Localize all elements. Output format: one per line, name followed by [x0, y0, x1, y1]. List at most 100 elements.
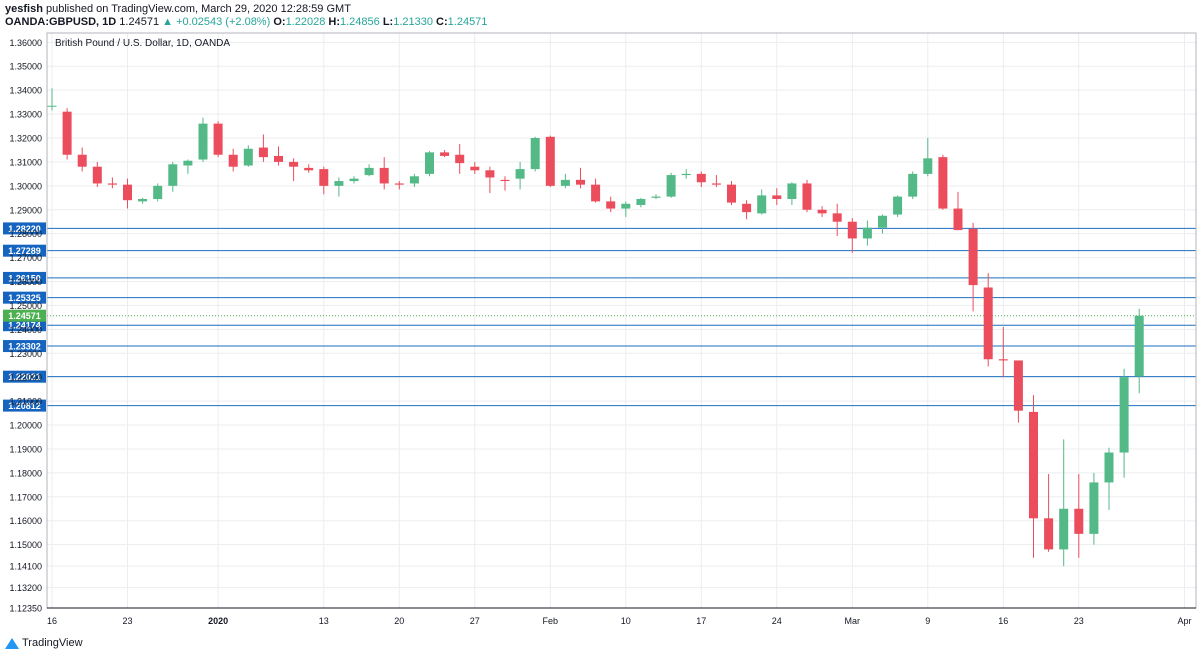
plot-border	[46, 32, 1197, 609]
candle	[968, 222, 978, 312]
y-tick-label: 1.24000	[9, 325, 42, 335]
x-tick-label: 16	[47, 616, 57, 626]
level-label-bg	[3, 370, 46, 383]
x-tick-label: 20	[394, 616, 404, 626]
candle-body	[968, 228, 978, 286]
candle	[696, 171, 706, 188]
candles	[47, 88, 1144, 567]
y-tick-label: 1.14100	[9, 562, 42, 572]
x-tick-label: Feb	[543, 616, 559, 626]
tradingview-logo[interactable]: TradingView	[5, 637, 83, 649]
last-value: 1.24571	[119, 16, 160, 28]
last-price-label-bg	[3, 309, 46, 322]
y-tick-label: 1.16000	[9, 516, 42, 526]
level-label-bg	[3, 271, 46, 284]
candle	[228, 148, 238, 172]
candle-body	[1044, 518, 1054, 550]
candle-body	[394, 183, 404, 185]
candle	[107, 177, 117, 189]
candle-body	[862, 227, 872, 239]
candle	[515, 161, 525, 190]
candle-body	[878, 215, 887, 228]
candle-body	[168, 164, 178, 186]
open-value: 1.22028	[285, 16, 326, 28]
candle-body	[742, 203, 752, 213]
candle-body	[606, 201, 616, 209]
x-tick-label: 23	[1074, 616, 1084, 626]
candle-body	[258, 147, 268, 158]
candle	[681, 169, 691, 179]
level-label-bg	[3, 399, 46, 412]
candle	[666, 172, 676, 198]
x-tick-label: 16	[998, 616, 1008, 626]
grid	[47, 33, 1196, 609]
candle	[1074, 474, 1084, 558]
publish-details: published on TradingView.com, March 29, …	[45, 3, 351, 15]
candle-body	[1029, 411, 1038, 519]
candle	[349, 176, 359, 184]
candle-body	[1104, 452, 1114, 483]
chart-title: British Pound / U.S. Dollar, 1D, OANDA	[55, 38, 230, 49]
candle-body	[893, 196, 903, 215]
y-tick-label: 1.18000	[9, 468, 42, 478]
candle	[923, 138, 933, 177]
candle	[47, 88, 57, 111]
candle	[1104, 447, 1114, 510]
candle-body	[274, 155, 283, 162]
y-tick-label: 1.29000	[9, 205, 42, 215]
candle-body	[636, 198, 646, 205]
y-tick-label: 1.13200	[9, 583, 42, 593]
candle	[983, 273, 993, 367]
x-tick-label: 17	[696, 616, 706, 626]
x-tick-label: 2020	[208, 616, 228, 626]
horizontal-levels: 1.28220 1.27289 1.26150 1.25325 1.24174 1.233…	[3, 222, 1196, 412]
candle	[168, 161, 178, 192]
candle-body	[198, 123, 208, 160]
x-tick-label: Apr	[1177, 616, 1191, 626]
candle	[847, 218, 857, 253]
candle-body	[213, 123, 223, 155]
candle	[1134, 308, 1144, 394]
candle	[77, 147, 87, 172]
y-tick-label: 1.20000	[9, 421, 42, 431]
candle-body	[591, 184, 601, 202]
candle-body	[1059, 508, 1069, 550]
candle	[530, 136, 540, 172]
candle-body	[772, 195, 782, 199]
level-label: 1.25325	[8, 293, 41, 303]
candle-body	[1013, 360, 1023, 411]
candle-body	[62, 111, 72, 155]
candle-body	[1074, 508, 1084, 534]
candle	[893, 195, 903, 217]
candle-body	[228, 154, 238, 167]
level-label-bg	[3, 291, 46, 304]
candle	[62, 108, 72, 160]
publish-info: yesfish published on TradingView.com, Ma…	[5, 3, 351, 15]
y-tick-label: 1.17000	[9, 492, 42, 502]
candle	[319, 166, 329, 195]
candle	[440, 149, 450, 158]
candle	[1029, 395, 1038, 558]
candle	[92, 161, 102, 188]
level-label-bg	[3, 222, 46, 235]
y-tick-label: 1.30000	[9, 181, 42, 191]
candle-body	[923, 158, 933, 174]
tradingview-brand: TradingView	[22, 637, 83, 649]
candle	[802, 179, 812, 213]
y-tick-label: 1.26000	[9, 277, 42, 287]
y-axis: 1.36000 1.35000 1.34000 1.33000 1.32000 1.310…	[9, 38, 42, 614]
level-label: 1.24174	[8, 321, 41, 331]
y-tick-label: 1.12350	[9, 604, 42, 614]
candle	[651, 194, 661, 199]
candle-body	[1119, 377, 1129, 453]
low-label: L:	[382, 16, 394, 28]
low-value: 1.21330	[393, 16, 433, 28]
candle-body	[983, 287, 993, 360]
candle-body	[1134, 315, 1144, 377]
candle-body	[545, 136, 555, 186]
level-label: 1.20812	[8, 401, 41, 411]
y-tick-label: 1.15000	[9, 540, 42, 550]
level-label-bg	[3, 319, 46, 332]
candle-body	[666, 175, 676, 197]
